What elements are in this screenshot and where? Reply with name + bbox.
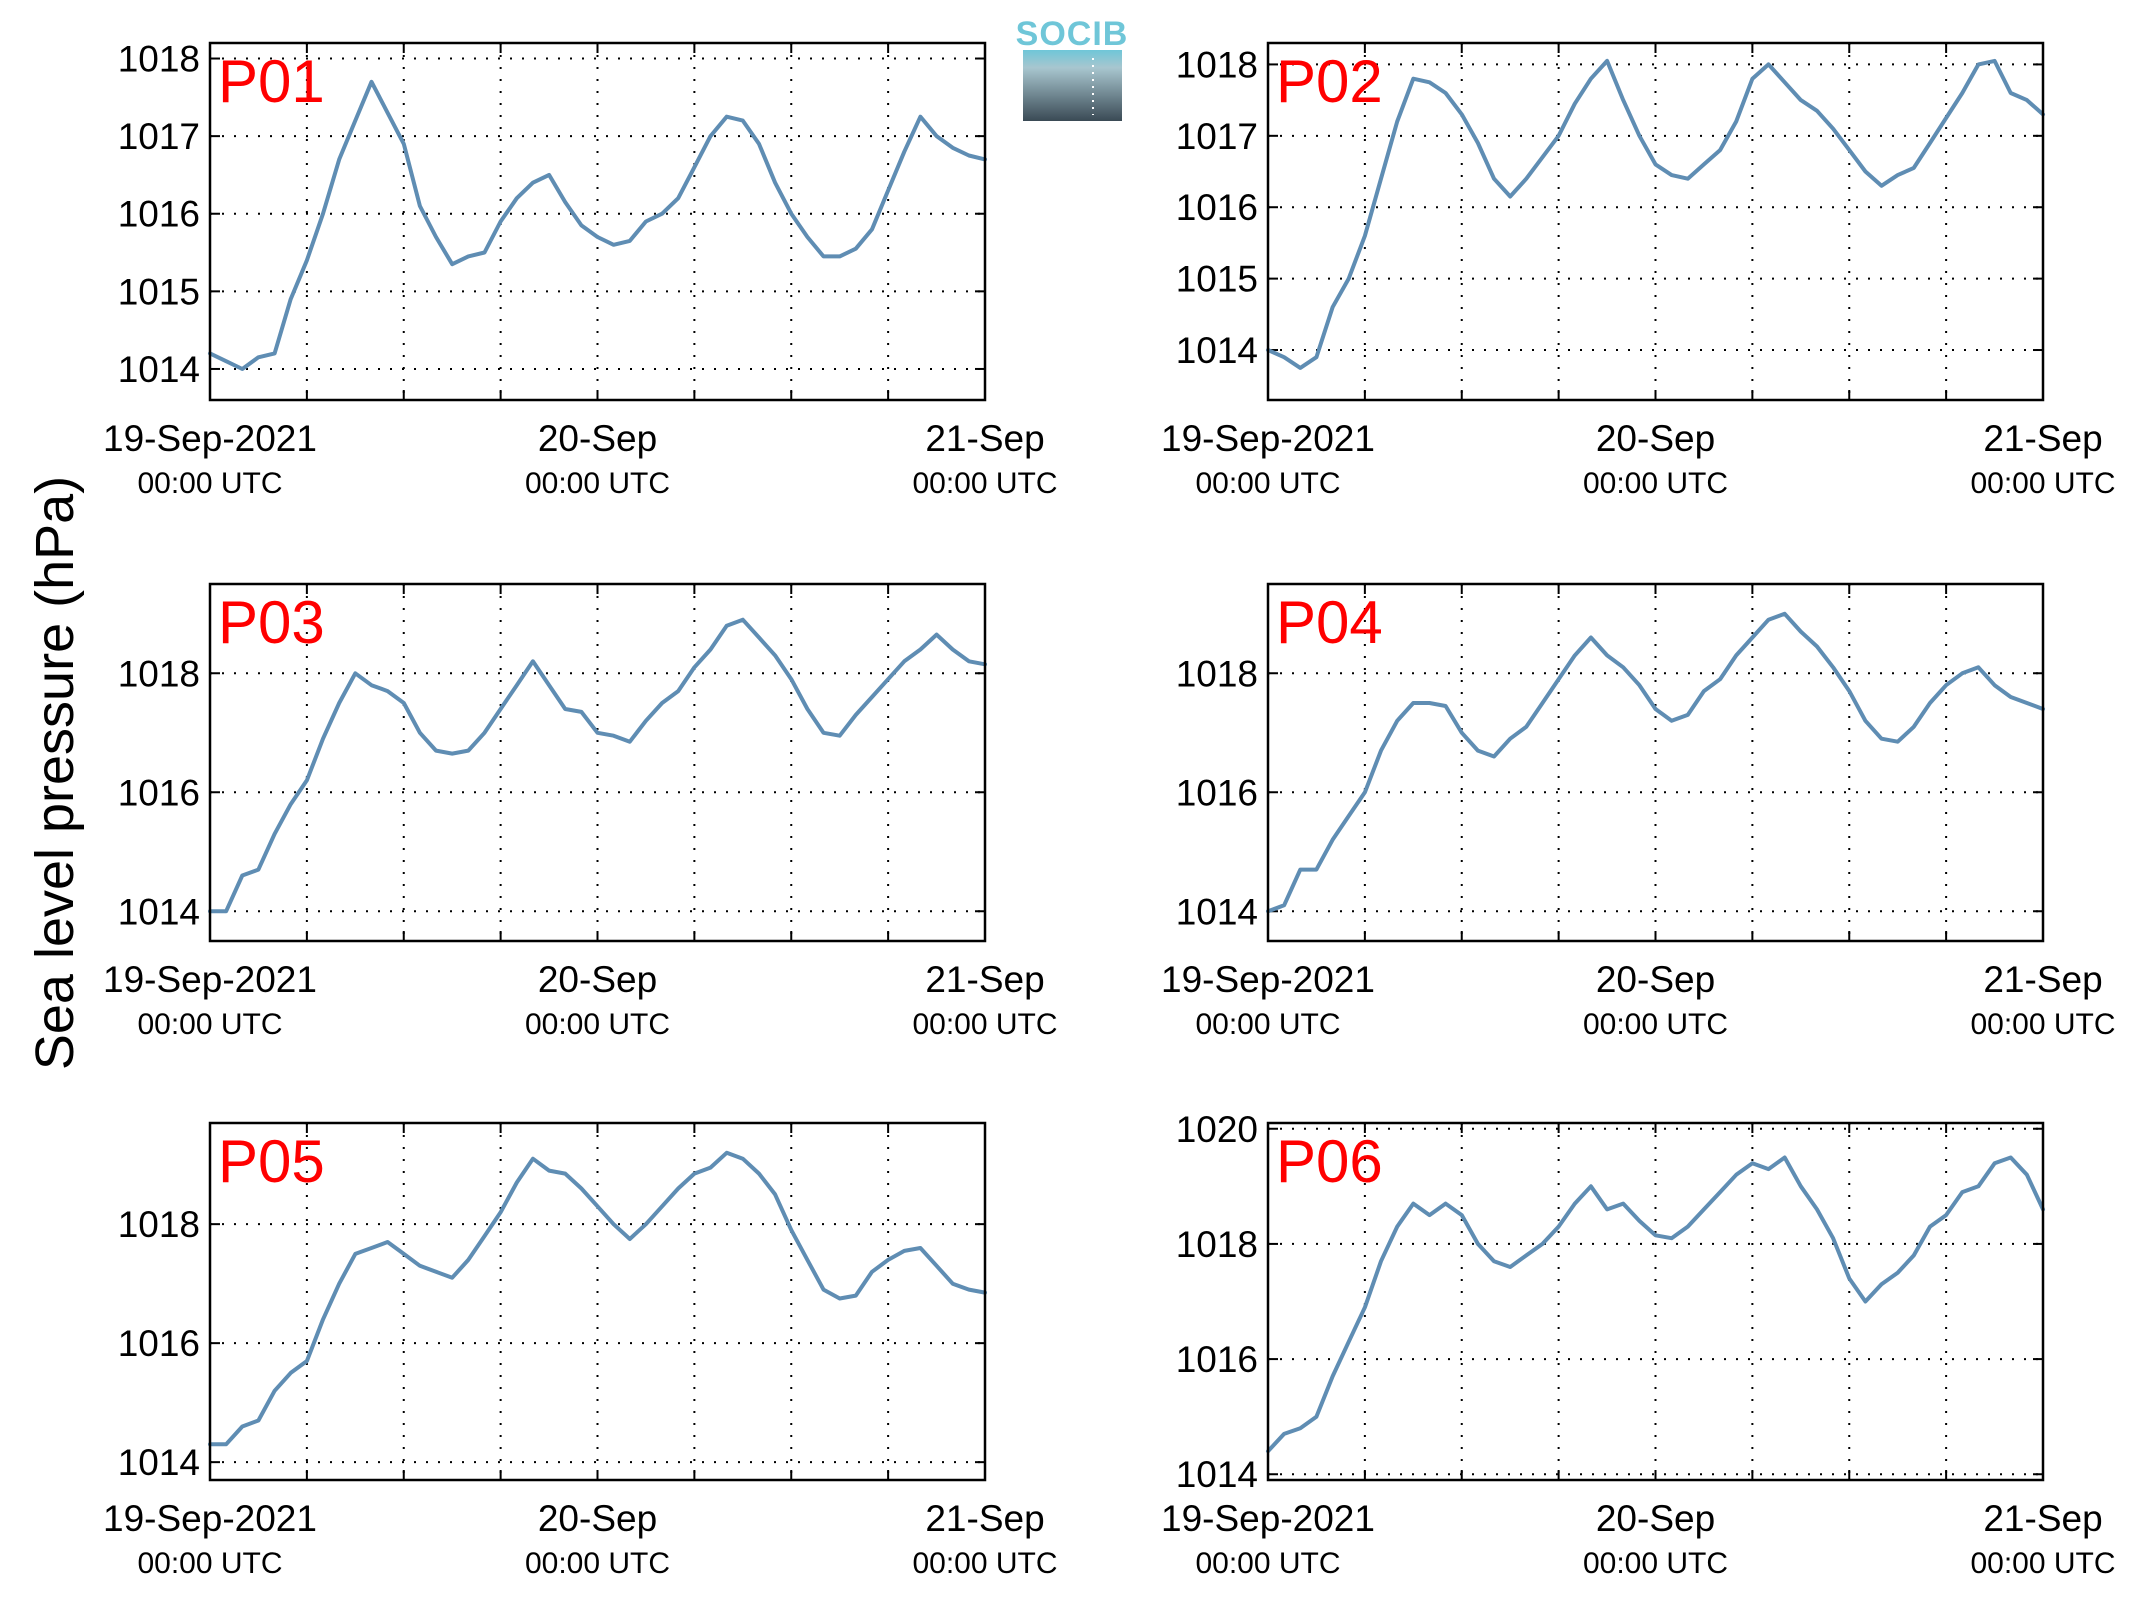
y-tick-label: 1014 bbox=[118, 349, 200, 390]
y-tick-label: 1017 bbox=[1176, 116, 1258, 157]
panel-p05: 1014 1016 1018 19-Sep-2021 00:00 UTC 20-Sep 00… bbox=[103, 1121, 1058, 1580]
x-tick-time-label: 00:00 UTC bbox=[1583, 1547, 1728, 1580]
x-tick-time-label: 00:00 UTC bbox=[525, 1008, 670, 1041]
y-tick-label: 1016 bbox=[1176, 1339, 1258, 1380]
axes-frame bbox=[208, 41, 987, 402]
x-tick-date-label: 19-Sep-2021 bbox=[1161, 418, 1375, 459]
x-tick-time-label: 00:00 UTC bbox=[137, 1547, 282, 1580]
panel-title: P03 bbox=[218, 589, 325, 656]
data-line-p01 bbox=[208, 79, 987, 371]
x-tick-date-label: 19-Sep-2021 bbox=[103, 1498, 317, 1539]
panel-title: P02 bbox=[1276, 48, 1383, 115]
x-tick-date-label: 19-Sep-2021 bbox=[103, 959, 317, 1000]
panel-p04: 1014 1016 1018 19-Sep-2021 00:00 UTC 20-Sep 00… bbox=[1161, 582, 2116, 1041]
x-tick-time-label: 00:00 UTC bbox=[1583, 1008, 1728, 1041]
y-tick-label: 1016 bbox=[118, 194, 200, 235]
y-tick-label: 1016 bbox=[118, 772, 200, 813]
y-tick-label: 1014 bbox=[118, 1442, 200, 1483]
y-tick-label: 1015 bbox=[118, 271, 200, 312]
logo-block bbox=[1023, 50, 1122, 121]
x-tick-date-label: 20-Sep bbox=[538, 418, 657, 459]
panels: 1014 1015 1016 1017 1018 19-Sep-2021 00:00 UTC… bbox=[103, 39, 2116, 1580]
y-tick-label: 1016 bbox=[1176, 187, 1258, 228]
panel-title: P01 bbox=[218, 48, 325, 115]
x-tick-time-label: 00:00 UTC bbox=[137, 467, 282, 500]
y-tick-label: 1014 bbox=[1176, 891, 1258, 932]
axes-frame bbox=[208, 582, 987, 943]
x-tick-time-label: 00:00 UTC bbox=[1970, 1547, 2115, 1580]
y-tick-label: 1014 bbox=[1176, 1454, 1258, 1495]
panel-title: P04 bbox=[1276, 589, 1383, 656]
x-tick-date-label: 20-Sep bbox=[1596, 1498, 1715, 1539]
x-tick-date-label: 20-Sep bbox=[1596, 418, 1715, 459]
axes-frame bbox=[1266, 41, 2045, 402]
y-tick-label: 1014 bbox=[1176, 330, 1258, 371]
socib-logo: SOCIB bbox=[1016, 15, 1129, 121]
axes-frame bbox=[208, 1121, 987, 1482]
panel-p06: 1014 1016 1018 1020 19-Sep-2021 00:00 UTC 20-S… bbox=[1161, 1109, 2116, 1580]
panel-p03: 1014 1016 1018 19-Sep-2021 00:00 UTC 20-Sep 00… bbox=[103, 582, 1058, 1041]
x-tick-time-label: 00:00 UTC bbox=[912, 1547, 1057, 1580]
x-tick-date-label: 19-Sep-2021 bbox=[1161, 1498, 1375, 1539]
x-tick-date-label: 20-Sep bbox=[538, 959, 657, 1000]
data-line-p02 bbox=[1266, 58, 2045, 370]
y-tick-label: 1014 bbox=[118, 891, 200, 932]
y-tick-label: 1016 bbox=[1176, 772, 1258, 813]
y-axis-label: Sea level pressure (hPa) bbox=[25, 476, 85, 1070]
x-tick-date-label: 21-Sep bbox=[1983, 959, 2102, 1000]
data-line-p04 bbox=[1266, 611, 2045, 914]
x-tick-time-label: 00:00 UTC bbox=[525, 467, 670, 500]
x-tick-time-label: 00:00 UTC bbox=[1583, 467, 1728, 500]
x-tick-date-label: 21-Sep bbox=[925, 1498, 1044, 1539]
axes-frame bbox=[1266, 582, 2045, 943]
x-tick-date-label: 19-Sep-2021 bbox=[1161, 959, 1375, 1000]
x-tick-time-label: 00:00 UTC bbox=[1970, 467, 2115, 500]
data-line-p06 bbox=[1266, 1155, 2045, 1454]
y-tick-label: 1018 bbox=[118, 39, 200, 80]
x-tick-date-label: 21-Sep bbox=[1983, 1498, 2102, 1539]
x-tick-time-label: 00:00 UTC bbox=[1195, 1008, 1340, 1041]
x-tick-date-label: 19-Sep-2021 bbox=[103, 418, 317, 459]
x-tick-date-label: 21-Sep bbox=[925, 959, 1044, 1000]
axes-frame bbox=[1266, 1121, 2045, 1482]
x-tick-time-label: 00:00 UTC bbox=[525, 1547, 670, 1580]
x-tick-date-label: 21-Sep bbox=[1983, 418, 2102, 459]
data-line-p03 bbox=[208, 617, 987, 914]
y-tick-label: 1018 bbox=[1176, 653, 1258, 694]
x-tick-date-label: 21-Sep bbox=[925, 418, 1044, 459]
y-tick-label: 1018 bbox=[1176, 1224, 1258, 1265]
y-tick-label: 1017 bbox=[118, 116, 200, 157]
y-tick-label: 1018 bbox=[1176, 44, 1258, 85]
y-tick-label: 1020 bbox=[1176, 1109, 1258, 1150]
x-tick-date-label: 20-Sep bbox=[538, 1498, 657, 1539]
y-tick-label: 1018 bbox=[118, 653, 200, 694]
y-tick-label: 1018 bbox=[118, 1204, 200, 1245]
panel-p01: 1014 1015 1016 1017 1018 19-Sep-2021 00:00 UTC… bbox=[103, 39, 1058, 500]
x-tick-date-label: 20-Sep bbox=[1596, 959, 1715, 1000]
x-tick-time-label: 00:00 UTC bbox=[912, 467, 1057, 500]
x-tick-time-label: 00:00 UTC bbox=[1195, 1547, 1340, 1580]
x-tick-time-label: 00:00 UTC bbox=[137, 1008, 282, 1041]
y-tick-label: 1015 bbox=[1176, 259, 1258, 300]
panel-p02: 1014 1015 1016 1017 1018 19-Sep-2021 00:00 UTC… bbox=[1161, 41, 2116, 500]
y-tick-label: 1016 bbox=[118, 1323, 200, 1364]
x-tick-time-label: 00:00 UTC bbox=[1195, 467, 1340, 500]
x-tick-time-label: 00:00 UTC bbox=[912, 1008, 1057, 1041]
data-line-p05 bbox=[208, 1150, 987, 1447]
x-tick-time-label: 00:00 UTC bbox=[1970, 1008, 2115, 1041]
panel-title: P05 bbox=[218, 1128, 325, 1195]
panel-title: P06 bbox=[1276, 1128, 1383, 1195]
logo-text: SOCIB bbox=[1016, 15, 1129, 53]
